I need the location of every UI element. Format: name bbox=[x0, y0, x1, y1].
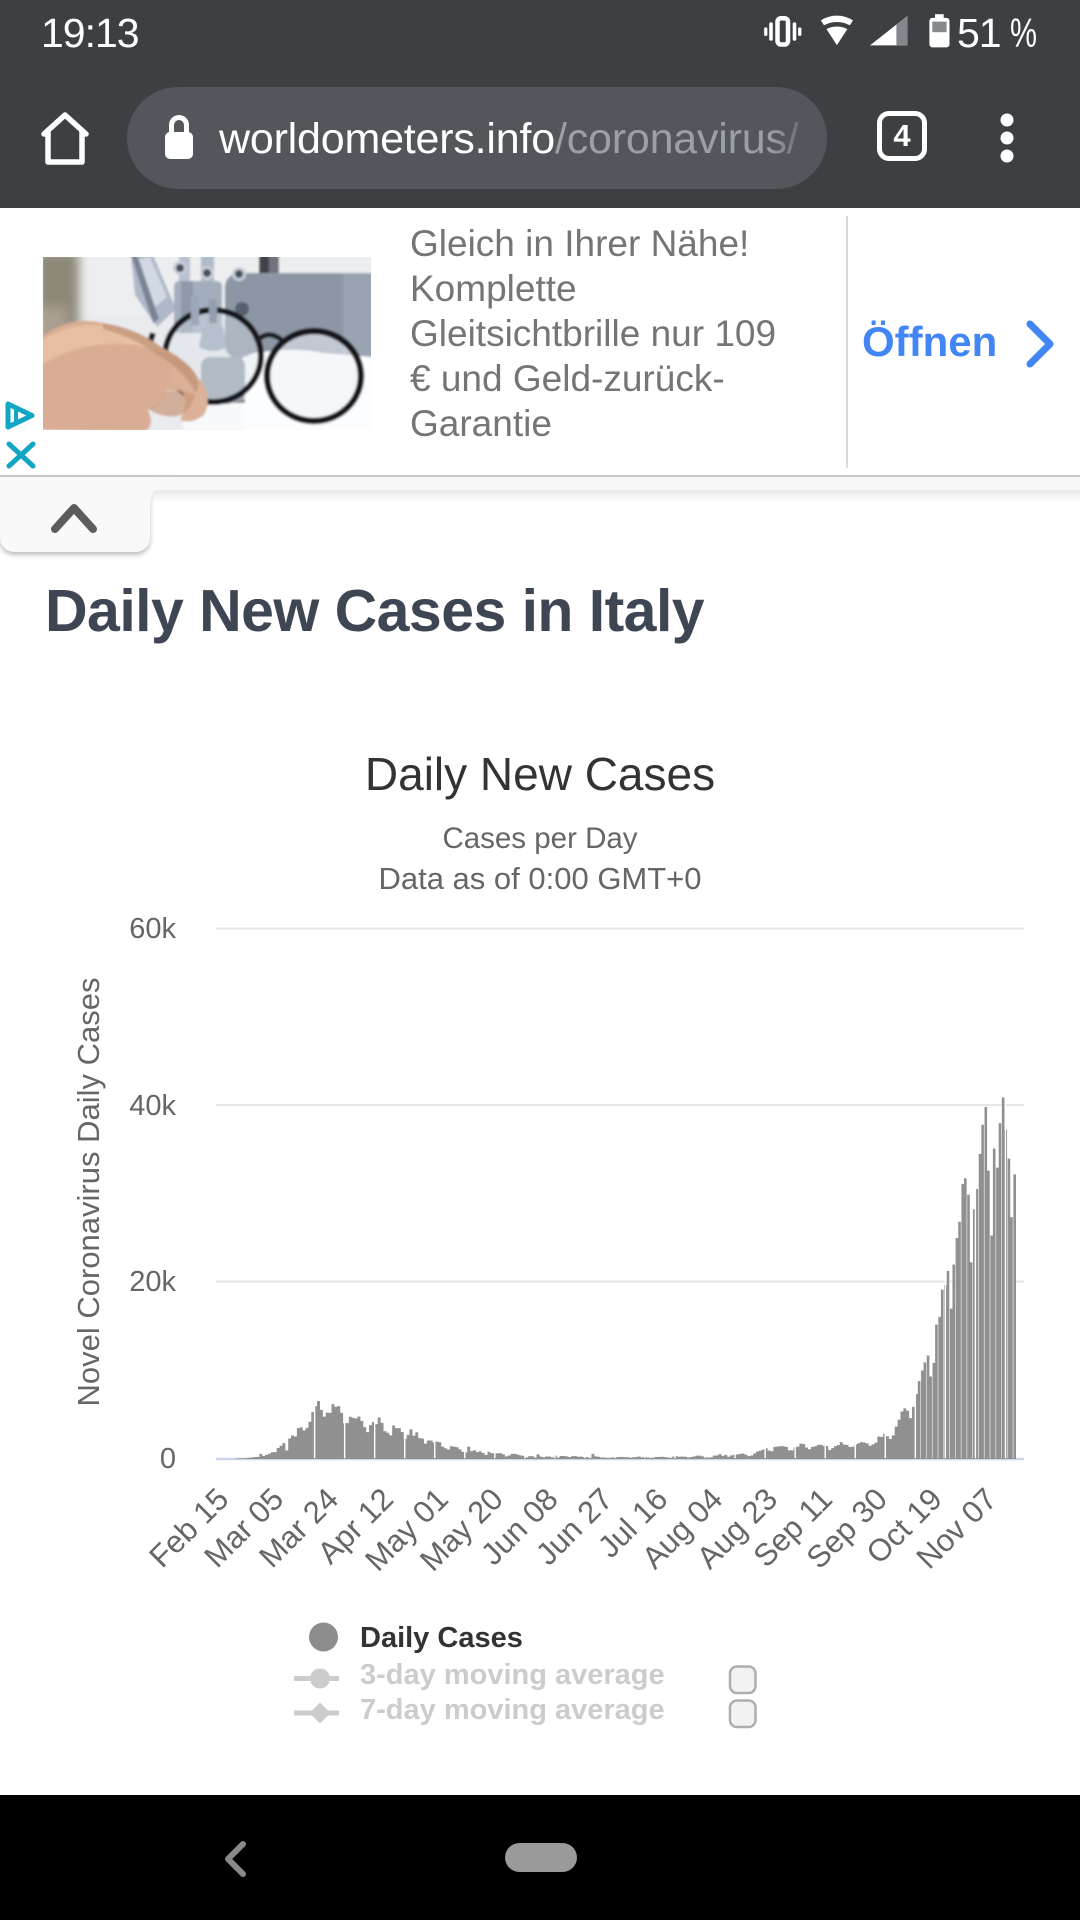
svg-text:3-day moving average: 3-day moving average bbox=[360, 1659, 665, 1691]
svg-text:60k: 60k bbox=[129, 913, 176, 945]
svg-text:Novel Coronavirus Daily Cases: Novel Coronavirus Daily Cases bbox=[71, 978, 106, 1407]
svg-text:Daily New Cases: Daily New Cases bbox=[365, 748, 715, 800]
svg-text:20k: 20k bbox=[129, 1266, 176, 1298]
svg-text:Cases per Day: Cases per Day bbox=[442, 822, 637, 855]
svg-text:0: 0 bbox=[160, 1443, 176, 1475]
svg-text:Daily Cases: Daily Cases bbox=[360, 1622, 523, 1654]
svg-text:7-day moving average: 7-day moving average bbox=[360, 1694, 665, 1726]
svg-text:Data as of 0:00 GMT+0: Data as of 0:00 GMT+0 bbox=[378, 861, 701, 896]
svg-text:40k: 40k bbox=[129, 1090, 176, 1122]
